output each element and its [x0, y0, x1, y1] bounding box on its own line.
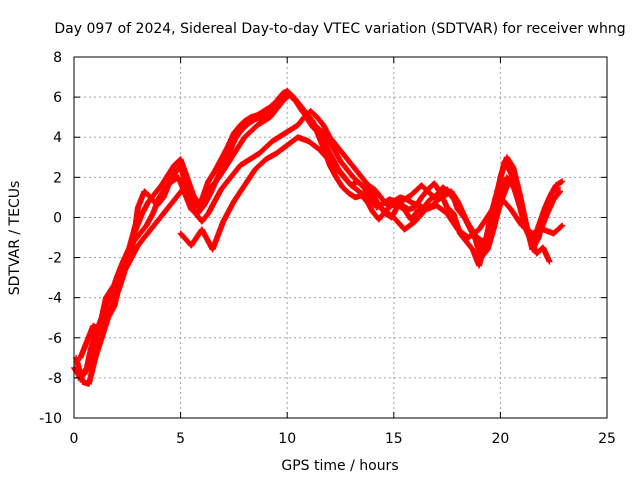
x-tick-label: 25 — [598, 431, 616, 447]
series-4 — [77, 108, 564, 361]
series-5 — [177, 134, 566, 253]
data-point — [554, 185, 561, 192]
x-tick-label: 10 — [278, 431, 296, 447]
chart-title: Day 097 of 2024, Sidereal Day-to-day VTE… — [54, 21, 625, 37]
data-layer — [71, 88, 566, 387]
data-point — [557, 188, 564, 195]
data-point — [559, 178, 566, 185]
data-point — [558, 223, 565, 230]
y-tick-label: 4 — [53, 130, 62, 146]
y-tick-label: 2 — [53, 170, 62, 186]
data-point — [556, 189, 563, 196]
y-tick-label: -2 — [48, 251, 62, 267]
y-tick-label: -6 — [48, 331, 62, 347]
y-tick-label: -10 — [39, 411, 62, 427]
data-point — [546, 258, 553, 265]
y-tick-label: 8 — [53, 50, 62, 66]
axes: 0 5 10 15 20 25 -10 -8 -6 -4 -2 0 2 4 6 8 — [39, 50, 616, 447]
x-tick-label: 5 — [176, 431, 185, 447]
grid — [74, 57, 607, 418]
data-point — [554, 184, 561, 191]
x-tick-label: 15 — [385, 431, 403, 447]
y-tick-label: -4 — [48, 291, 62, 307]
data-point — [559, 222, 566, 229]
x-axis-label: GPS time / hours — [281, 458, 398, 474]
plot-frame — [73, 56, 608, 419]
y-tick-label: 0 — [53, 210, 62, 226]
y-axis-label: SDTVAR / TECUs — [7, 181, 23, 296]
y-tick-label: -8 — [48, 371, 62, 387]
x-tick-label: 20 — [491, 431, 509, 447]
y-tick-label: 6 — [53, 90, 62, 106]
x-tick-label: 0 — [70, 431, 79, 447]
